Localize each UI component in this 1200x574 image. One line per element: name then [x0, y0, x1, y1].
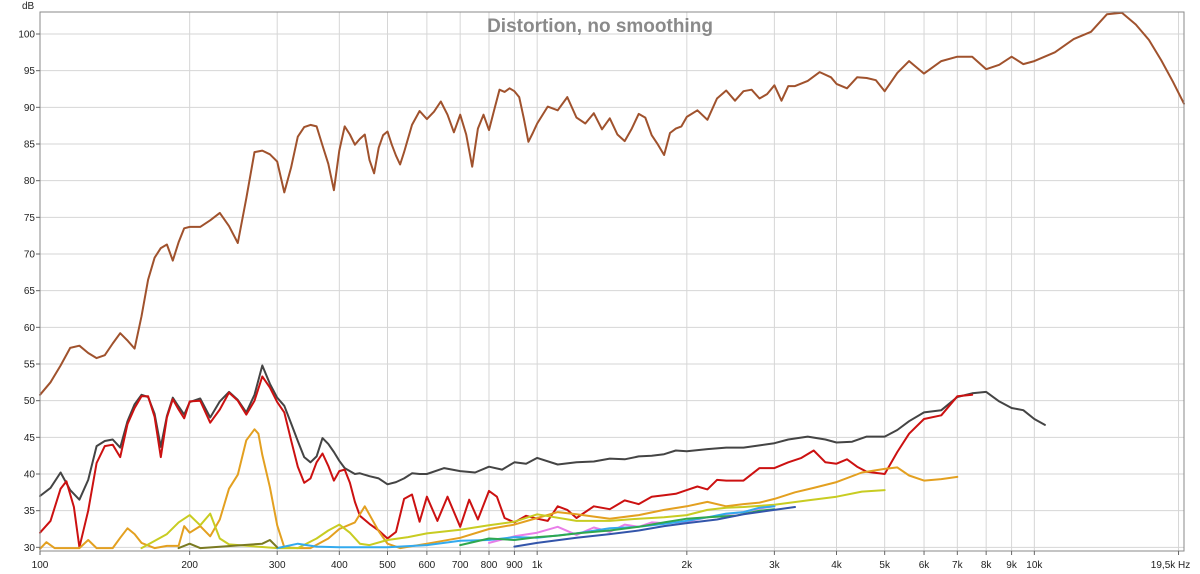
x-tick-label: 900: [506, 560, 523, 571]
x-tick-labels: 100 200 300 400 500 600 700 800 900 1k 2k 3k 4k 5k 6k 7…: [32, 551, 1190, 571]
y-tick-label: 80: [24, 176, 36, 187]
series-line-3: [39, 375, 974, 549]
x-tick-label: 3k: [769, 560, 781, 571]
x-tick-label: 10k: [1026, 560, 1043, 571]
chart-title: Distortion, no smoothing: [487, 16, 713, 37]
series-line-9: [513, 506, 796, 548]
x-tick-label: 700: [452, 560, 469, 571]
x-tick-label: 100: [32, 560, 49, 571]
series-line-1: [39, 11, 1185, 396]
x-tick-label: 19,5k Hz: [1151, 560, 1190, 571]
y-tick-label: 55: [24, 360, 36, 371]
plot-frame: [39, 11, 1185, 552]
y-tick-label: 75: [24, 213, 36, 224]
x-tick-label: 800: [481, 560, 498, 571]
x-tick-label: 7k: [952, 560, 964, 571]
y-tick-label: 40: [24, 470, 36, 481]
x-tick-label: 4k: [831, 560, 843, 571]
y-tick-labels: 30 35 40 45 50 55 60 65 70 75 80 85 90 95 100: [18, 30, 40, 554]
x-tick-label: 6k: [919, 560, 931, 571]
x-tick-label: 1k: [532, 560, 544, 571]
x-tick-label: 2k: [682, 560, 694, 571]
y-tick-label: 35: [24, 506, 36, 517]
x-tick-label: 9k: [1006, 560, 1018, 571]
series-line-5: [140, 489, 886, 550]
grid: [39, 12, 1184, 551]
y-tick-label: 70: [24, 250, 36, 261]
x-tick-label: 5k: [879, 560, 891, 571]
y-axis-label: dB: [22, 1, 35, 12]
y-tick-label: 95: [24, 66, 36, 77]
y-tick-label: 100: [18, 30, 35, 41]
y-tick-label: 50: [24, 396, 36, 407]
x-tick-label: 600: [419, 560, 436, 571]
series-layer: [39, 11, 1185, 550]
y-tick-label: 65: [24, 286, 36, 297]
y-tick-label: 60: [24, 323, 36, 334]
x-tick-label: 200: [181, 560, 198, 571]
series-line-10: [177, 539, 279, 550]
y-tick-label: 85: [24, 140, 36, 151]
x-tick-label: 8k: [981, 560, 993, 571]
y-tick-label: 30: [24, 543, 36, 554]
x-tick-label: 300: [269, 560, 286, 571]
y-tick-label: 45: [24, 433, 36, 444]
x-tick-label: 500: [379, 560, 396, 571]
y-tick-label: 90: [24, 103, 36, 114]
x-tick-label: 400: [331, 560, 348, 571]
